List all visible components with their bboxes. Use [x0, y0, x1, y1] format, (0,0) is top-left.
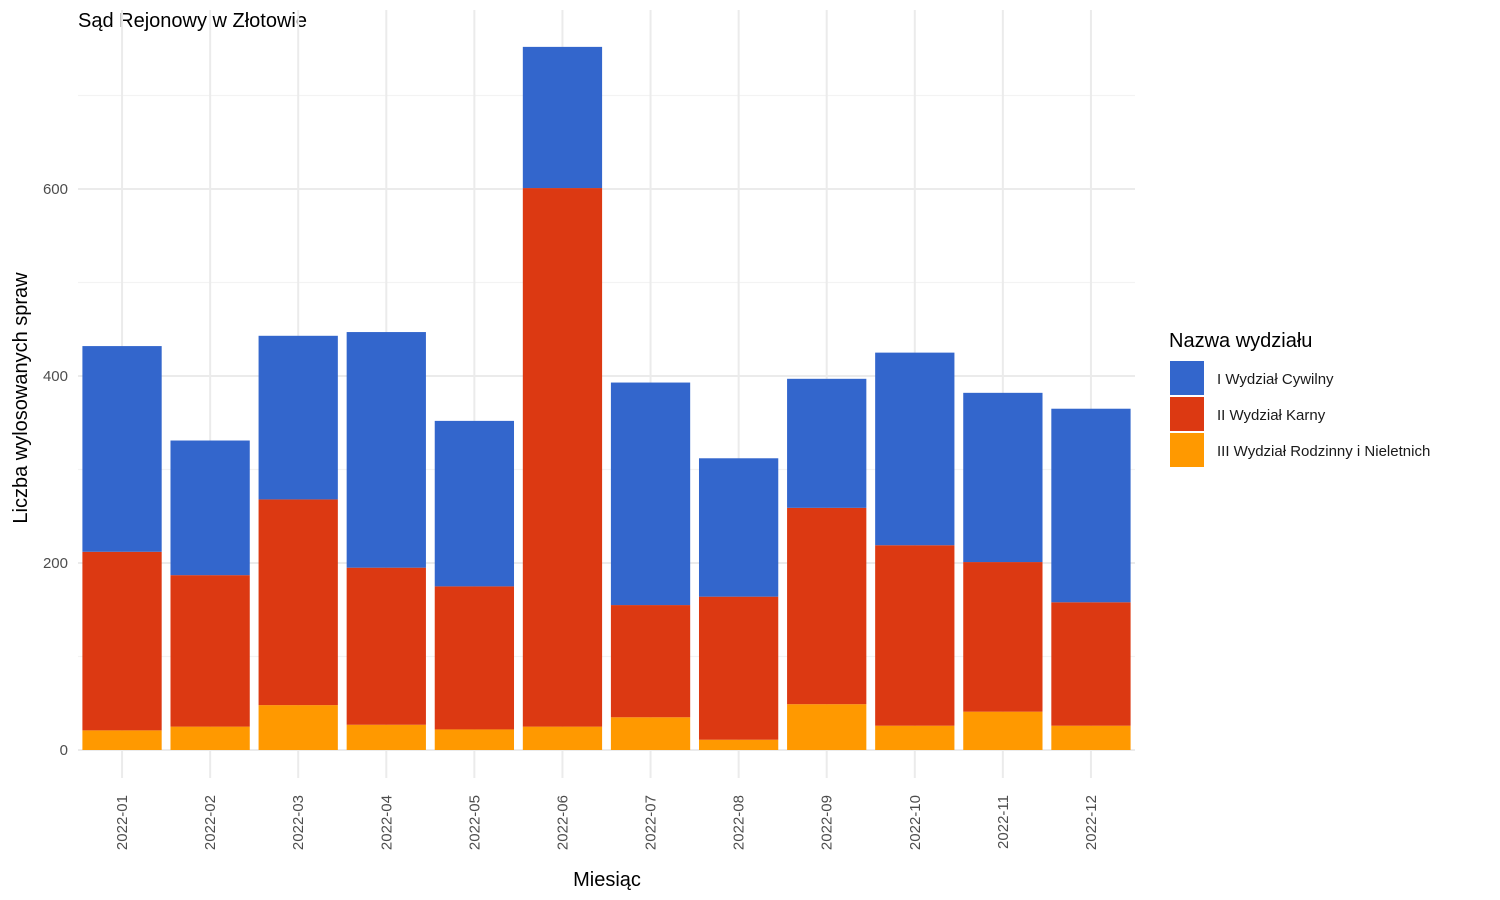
x-tick-label: 2022-05 — [466, 795, 483, 850]
bar-segment — [434, 586, 515, 730]
bar-segment — [963, 562, 1043, 712]
bar-segment — [963, 392, 1043, 563]
x-tick-label: 2022-07 — [643, 795, 660, 850]
legend-swatch — [1170, 397, 1204, 431]
bar-segment — [170, 726, 250, 750]
bar-segment — [1051, 602, 1131, 726]
bar-segment — [258, 705, 338, 750]
bar-segment — [82, 551, 162, 731]
y-axis-title: Liczba wylosowanych spraw — [10, 272, 32, 524]
y-tick-label: 600 — [43, 181, 68, 198]
bar-segment — [963, 711, 1043, 750]
bar-segment — [170, 440, 250, 576]
x-tick-label: 2022-04 — [378, 795, 395, 850]
x-tick-label: 2022-11 — [995, 795, 1012, 849]
x-tick-label: 2022-09 — [819, 795, 836, 850]
bar-segment — [787, 704, 867, 750]
y-axis-ticks: 0 200 400 600 — [43, 181, 68, 759]
bar-segment — [875, 352, 955, 546]
bar-segment — [522, 188, 603, 727]
legend-swatch — [1170, 361, 1204, 395]
bar-segment — [170, 575, 250, 727]
bar-segment — [787, 507, 867, 705]
x-tick-label: 2022-02 — [202, 795, 219, 850]
chart-title: Sąd Rejonowy w Złotowie — [78, 10, 307, 32]
legend-title: Nazwa wydziału — [1169, 330, 1312, 352]
bar-segment — [346, 332, 426, 568]
legend-swatch — [1170, 433, 1204, 467]
x-axis-title: Miesiąc — [573, 869, 641, 891]
bar-segment — [698, 739, 779, 750]
x-tick-label: 2022-12 — [1083, 795, 1100, 850]
y-tick-label: 400 — [43, 368, 68, 385]
bar-segment — [346, 567, 426, 725]
bar-segment — [875, 545, 955, 726]
x-tick-label: 2022-01 — [114, 795, 131, 850]
bar-segment — [434, 420, 515, 587]
legend-label: II Wydział Karny — [1217, 407, 1326, 424]
bar-segment — [698, 596, 779, 740]
legend-label: III Wydział Rodzinny i Nieletnich — [1217, 443, 1430, 460]
bar-segment — [258, 335, 338, 500]
bar-segment — [787, 378, 867, 508]
bar-segment — [875, 725, 955, 750]
x-tick-label: 2022-06 — [554, 795, 571, 850]
bar-segment — [698, 458, 779, 597]
bar-segment — [82, 730, 162, 750]
x-axis-ticks: 2022-01 2022-02 2022-03 2022-04 2022-05 2022-… — [114, 795, 1100, 850]
x-tick-label: 2022-10 — [907, 795, 924, 850]
y-tick-label: 0 — [60, 742, 68, 759]
bar-segment — [1051, 408, 1131, 603]
bar-segment — [522, 46, 603, 189]
bars — [82, 46, 1131, 750]
bar-segment — [610, 605, 691, 718]
legend-label: I Wydział Cywilny — [1217, 371, 1334, 388]
bar-segment — [522, 726, 603, 750]
bar-segment — [82, 346, 162, 552]
x-tick-label: 2022-08 — [731, 795, 748, 850]
y-tick-label: 200 — [43, 555, 68, 572]
legend: Nazwa wydziału I Wydział Cywilny II Wydzi… — [1169, 330, 1430, 467]
x-tick-label: 2022-03 — [290, 795, 307, 850]
bar-segment — [434, 729, 515, 750]
bar-segment — [610, 717, 691, 750]
bar-segment — [610, 382, 691, 606]
bar-segment — [1051, 725, 1131, 750]
bar-segment — [258, 499, 338, 706]
bar-segment — [346, 724, 426, 750]
